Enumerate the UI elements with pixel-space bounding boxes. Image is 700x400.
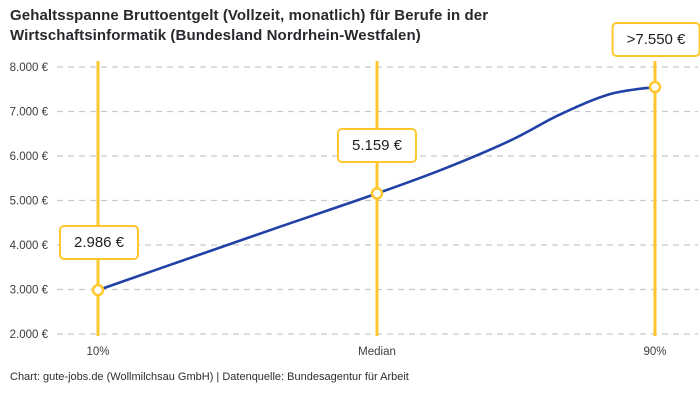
y-axis-tick-label: 5.000 € [10,196,49,208]
y-axis-tick-label: 2.000 € [10,329,49,341]
y-axis-tick-label: 4.000 € [10,240,49,252]
salary-curve [96,85,657,292]
data-point-marker [370,187,384,200]
x-axis-tick-label: Median [358,346,396,358]
y-axis-tick-label: 8.000 € [10,62,49,74]
data-label-90th-percentile: >7.550 € [611,22,700,57]
x-axis-tick-label: 90% [643,346,666,358]
chart-title: Gehaltsspanne Bruttoentgelt (Vollzeit, m… [10,6,488,46]
data-label-median: 5.159 € [336,128,418,163]
chart-title-line2: Wirtschaftsinformatik (Bundesland Nordrh… [10,27,421,44]
x-axis-tick-label: 10% [86,346,109,358]
chart-title-line1: Gehaltsspanne Bruttoentgelt (Vollzeit, m… [10,7,489,24]
y-axis-tick-label: 3.000 € [10,285,49,297]
data-point-marker [91,283,105,297]
data-label-10th-percentile: 2.986 € [58,225,140,260]
y-axis-tick-label: 6.000 € [10,151,49,163]
chart-source-credit: Chart: gute-jobs.de (Wollmilchsau GmbH) … [10,371,409,383]
y-axis-tick-label: 7.000 € [10,107,49,119]
data-point-marker [648,80,662,94]
